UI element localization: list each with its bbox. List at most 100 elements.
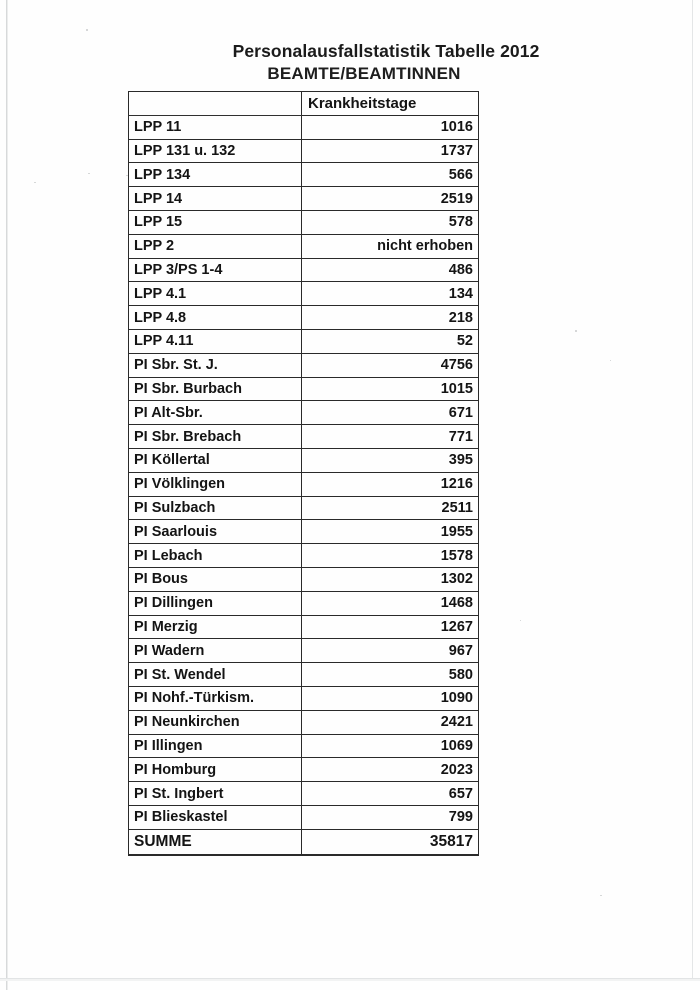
table-row: PI Neunkirchen 2421 <box>128 709 479 735</box>
row-value: 218 <box>301 305 479 330</box>
table-header: Krankheitstage <box>128 91 479 116</box>
scan-edge-left-soft <box>7 0 8 990</box>
row-label: LPP 2 <box>128 233 302 259</box>
table-row: LPP 3/PS 1-4 486 <box>128 257 479 283</box>
row-label: PI Sulzbach <box>128 495 302 521</box>
table-row: LPP 15 578 <box>128 209 479 235</box>
row-value: 1090 <box>301 685 479 711</box>
table-row: PI Sbr. St. J. 4756 <box>128 352 479 378</box>
scan-speckle <box>88 173 90 174</box>
row-value: 2023 <box>301 757 479 783</box>
scan-edge-right <box>692 0 693 978</box>
row-value: 566 <box>301 162 479 188</box>
table-row: PI Köllertal 395 <box>128 447 479 473</box>
row-value: 1016 <box>301 114 479 140</box>
row-label: PI Bous <box>128 566 302 592</box>
row-label: LPP 4.11 <box>128 328 302 354</box>
table-row: PI Völklingen 1216 <box>128 471 479 497</box>
statistics-table: Krankheitstage LPP 11 1016 LPP 131 u. 132 1… <box>128 91 479 857</box>
column-header-krankheitstage: Krankheitstage <box>301 91 479 116</box>
table-body: LPP 11 1016 LPP 131 u. 132 1737 LPP 134 566 LP… <box>128 114 479 857</box>
row-value: 1216 <box>301 471 479 497</box>
row-value: 2421 <box>301 709 479 735</box>
row-value: 1015 <box>301 376 479 402</box>
table-row: PI Lebach 1578 <box>128 543 479 568</box>
row-value: 1069 <box>301 733 479 759</box>
row-value: 771 <box>301 424 479 449</box>
row-value: 657 <box>301 781 479 806</box>
table-total-row: SUMME 35817 <box>128 828 479 857</box>
row-label: PI St. Wendel <box>128 662 302 687</box>
row-label: PI Alt-Sbr. <box>128 400 302 426</box>
row-label: PI Homburg <box>128 757 302 783</box>
scan-speckle <box>86 29 88 31</box>
row-label: LPP 4.8 <box>128 305 302 330</box>
row-value: 486 <box>301 257 479 283</box>
table-row: PI Dillingen 1468 <box>128 590 479 616</box>
column-header-label <box>128 91 302 116</box>
row-label: PI Saarlouis <box>128 519 302 545</box>
row-value: 799 <box>301 804 479 830</box>
row-label: PI Merzig <box>128 614 302 640</box>
table-row: PI Bous 1302 <box>128 566 479 592</box>
table-row: PI Saarlouis 1955 <box>128 519 479 545</box>
row-label: PI Blieskastel <box>128 804 302 830</box>
table-row: LPP 131 u. 132 1737 <box>128 138 479 164</box>
table-row: PI Homburg 2023 <box>128 757 479 783</box>
table-row: PI Sbr. Burbach 1015 <box>128 376 479 402</box>
row-label: LPP 3/PS 1-4 <box>128 257 302 283</box>
row-label: LPP 4.1 <box>128 281 302 307</box>
row-value: 1302 <box>301 566 479 592</box>
row-label: PI Wadern <box>128 638 302 664</box>
row-label: PI Nohf.-Türkism. <box>128 685 302 711</box>
table-row: PI Sulzbach 2511 <box>128 495 479 521</box>
row-label: PI Sbr. Burbach <box>128 376 302 402</box>
table-row: LPP 11 1016 <box>128 114 479 140</box>
row-label: PI Dillingen <box>128 590 302 616</box>
table-row: PI St. Wendel 580 <box>128 662 479 687</box>
row-value: 134 <box>301 281 479 307</box>
table-row: LPP 4.11 52 <box>128 328 479 354</box>
scan-speckle <box>126 175 128 176</box>
scan-edge-bottom <box>0 978 700 979</box>
table-row: LPP 4.8 218 <box>128 305 479 330</box>
scan-edge-left <box>6 0 7 990</box>
row-label: PI Völklingen <box>128 471 302 497</box>
row-label: PI Neunkirchen <box>128 709 302 735</box>
row-value: 1578 <box>301 543 479 568</box>
row-value: 1267 <box>301 614 479 640</box>
table-row: PI Nohf.-Türkism. 1090 <box>128 685 479 711</box>
table-row: PI Alt-Sbr. 671 <box>128 400 479 426</box>
row-value: 2511 <box>301 495 479 521</box>
table-row: PI Sbr. Brebach 771 <box>128 424 479 449</box>
row-value: 2519 <box>301 186 479 211</box>
row-label: PI Illingen <box>128 733 302 759</box>
table-row: PI Illingen 1069 <box>128 733 479 759</box>
row-value: 4756 <box>301 352 479 378</box>
table-row: PI St. Ingbert 657 <box>128 781 479 806</box>
row-label: PI St. Ingbert <box>128 781 302 806</box>
title-block: Personalausfallstatistik Tabelle 2012 BE… <box>0 40 700 85</box>
row-value: 395 <box>301 447 479 473</box>
page-subtitle: BEAMTE/BEAMTINNEN <box>267 64 461 83</box>
row-label: LPP 15 <box>128 209 302 235</box>
row-label: PI Köllertal <box>128 447 302 473</box>
scan-speckle <box>34 182 36 183</box>
row-value: 578 <box>301 209 479 235</box>
row-value: nicht erhoben <box>301 233 479 259</box>
row-value: 1468 <box>301 590 479 616</box>
row-label: PI Sbr. St. J. <box>128 352 302 378</box>
row-label: LPP 131 u. 132 <box>128 138 302 164</box>
row-label: LPP 11 <box>128 114 302 140</box>
row-value: 52 <box>301 328 479 354</box>
row-label: LPP 14 <box>128 186 302 211</box>
table-row: LPP 14 2519 <box>128 186 479 211</box>
table-row: PI Merzig 1267 <box>128 614 479 640</box>
table-row: PI Wadern 967 <box>128 638 479 664</box>
row-value: 1737 <box>301 138 479 164</box>
scan-speckle <box>610 360 611 361</box>
row-value: 671 <box>301 400 479 426</box>
table-row: LPP 4.1 134 <box>128 281 479 307</box>
table-header-row: Krankheitstage <box>128 91 479 116</box>
